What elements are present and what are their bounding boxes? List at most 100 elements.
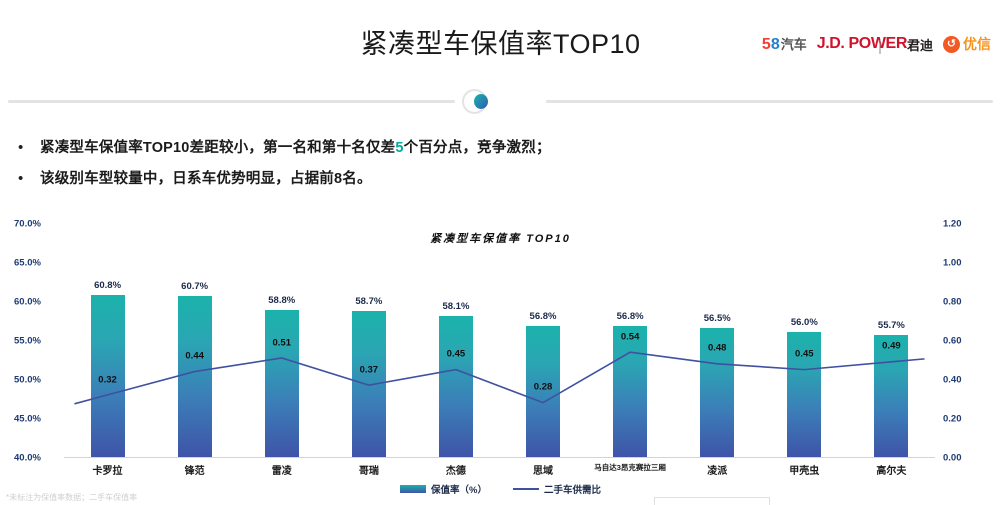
axis-tick-label: 40.0% (14, 452, 41, 464)
chart-title: 紧凑型车保值率 TOP10 (430, 233, 571, 245)
legend-item[interactable]: 保值率（%） (400, 482, 487, 496)
axis-tick-label: 1.20 (943, 218, 962, 230)
bar[interactable] (787, 332, 822, 457)
bar-group: 56.8% 0.54 (587, 224, 674, 457)
bar-value-label: 58.8% (268, 295, 296, 307)
bar[interactable] (526, 325, 561, 457)
bullet-marker: • (18, 170, 24, 187)
legend-bar-swatch (400, 485, 427, 493)
logo-jd-power-en: J.D. POWER (816, 35, 908, 52)
bar-group: 55.7% 0.49 (848, 224, 935, 457)
bullet-list: • 紧凑型车保值率TOP10差距较小，第一名和第十名仅差5个百分点，竞争激烈； … (18, 138, 718, 200)
youxin-swoosh-icon: ↺ (943, 35, 960, 53)
bar[interactable] (177, 295, 212, 457)
bullet-text-pre: 该级别车型较量中，日系车优势明显，占据前8名。 (40, 171, 372, 187)
bar-value-label: 56.5% (703, 313, 731, 325)
bullet-text: 该级别车型较量中，日系车优势明显，占据前8名。 (40, 169, 372, 189)
legend-line-swatch (512, 488, 539, 490)
bullet-text-pre: 紧凑型车保值率TOP10差距较小，第一名和第十名仅差 (40, 140, 396, 156)
axis-tick-label: 45.0% (14, 413, 41, 425)
x-axis-label: 雷凌 (271, 466, 292, 477)
bar-group: 58.1% 0.45 (412, 224, 499, 457)
section-divider (0, 88, 1001, 114)
bar-group: 58.8% 0.51 (238, 224, 325, 457)
bar-value-label: 58.7% (355, 296, 383, 308)
axis-tick-label: 60.0% (14, 296, 41, 308)
x-axis-label: 高尔夫 (876, 466, 907, 477)
line-value-label: 0.37 (359, 364, 379, 376)
line-value-label: 0.45 (795, 348, 814, 360)
bar-group: 58.7% 0.37 (325, 224, 412, 457)
bar-group: 60.8% 0.32 (64, 224, 151, 457)
bar-value-label: 55.7% (877, 319, 905, 331)
bar[interactable] (264, 310, 299, 457)
line-value-label: 0.32 (98, 374, 117, 386)
list-item: • 该级别车型较量中，日系车优势明显，占据前8名。 (18, 169, 718, 189)
axis-tick-label: 70.0% (14, 218, 41, 230)
x-axis-label: 卡罗拉 (92, 466, 123, 477)
x-axis-label: 杰德 (445, 466, 466, 477)
axis-tick-label: 50.0% (14, 374, 41, 386)
bar[interactable] (351, 311, 386, 457)
bar-value-label: 60.7% (181, 280, 209, 292)
logo-jd-power: J.D. POWER 君迪 (817, 35, 933, 54)
bar-value-label: 56.8% (529, 310, 557, 322)
axis-tick-label: 0.60 (943, 335, 962, 347)
legend-label: 二手车供需比 (543, 485, 601, 496)
axis-tick-label: 0.40 (943, 374, 962, 386)
source-box (654, 497, 770, 505)
bullet-marker: • (18, 139, 24, 156)
page-title: 紧凑型车保值率TOP10 (360, 29, 641, 59)
logo-bar: 5 8 汽车 J.D. POWER 君迪 ↺ 优信 (762, 34, 991, 54)
chart-legend: 保值率（%） 二手车供需比 (0, 482, 1001, 496)
bar-value-label: 60.8% (94, 279, 122, 291)
line-series (64, 224, 935, 457)
bar[interactable] (438, 315, 473, 457)
bullet-text: 紧凑型车保值率TOP10差距较小，第一名和第十名仅差5个百分点，竞争激烈； (40, 138, 551, 158)
bar-group: 56.8% 0.28 (499, 224, 586, 457)
bar[interactable] (613, 325, 648, 457)
line-value-label: 0.28 (533, 381, 553, 393)
axis-tick-label: 0.80 (943, 296, 962, 308)
bar[interactable] (874, 334, 909, 457)
axis-tick-label: 65.0% (14, 257, 41, 269)
x-axis-label: 凌派 (707, 466, 728, 477)
legend-label: 保值率（%） (431, 485, 487, 496)
logo-jd-power-cn: 君迪 (906, 37, 933, 53)
logo-58-digit-5: 5 (761, 36, 771, 53)
axis-tick-label: 55.0% (14, 335, 41, 347)
axis-tick-label: 1.00 (943, 257, 962, 269)
bar[interactable] (700, 328, 735, 457)
line-value-label: 0.49 (882, 340, 901, 352)
bar-series: 60.8% 0.32 60.7% 0.44 58.8% 0.51 58.7% 0.37 58.1… (64, 224, 935, 457)
list-item: • 紧凑型车保值率TOP10差距较小，第一名和第十名仅差5个百分点，竞争激烈； (18, 138, 718, 158)
x-axis-label: 哥瑞 (358, 466, 379, 477)
line-value-label: 0.48 (707, 342, 727, 354)
y-axis-right: 1.20 1.00 0.80 0.60 0.40 0.20 0.00 (943, 219, 991, 464)
line-path (74, 352, 924, 404)
divider-line-right (546, 100, 993, 103)
x-axis-label: 思域 (533, 466, 554, 477)
axis-tick-label: 0.20 (943, 413, 962, 425)
x-axis: 卡罗拉 锋范 雷凌 哥瑞 杰德 思域 马自达3昂克赛拉三厢 凌派 甲壳虫 高尔夫 (64, 462, 935, 477)
divider-line-left (8, 100, 455, 103)
divider-dot-icon (474, 94, 488, 109)
bar[interactable] (90, 294, 125, 457)
logo-youxin: ↺ 优信 (943, 34, 991, 54)
logo-58-auto: 5 8 汽车 (762, 34, 807, 54)
line-value-label: 0.54 (620, 331, 640, 343)
logo-divider (879, 40, 881, 54)
x-axis-label: 甲壳虫 (789, 466, 820, 477)
bar-group: 56.0% 0.45 (761, 224, 848, 457)
bullet-text-highlight: 5 (395, 140, 404, 156)
bar-group: 60.7% 0.44 (151, 224, 238, 457)
x-axis-label: 锋范 (184, 466, 205, 477)
legend-item[interactable]: 二手车供需比 (512, 482, 601, 496)
bar-value-label: 58.1% (442, 300, 470, 312)
chart: 紧凑型车保值率 TOP10 70.0% 65.0% 60.0% 55.0% 50.0% 4… (0, 218, 1001, 505)
logo-58-digit-8: 8 (770, 36, 780, 53)
x-axis-label: 马自达3昂克赛拉三厢 (594, 463, 666, 472)
logo-youxin-cn: 优信 (963, 36, 991, 52)
line-value-label: 0.45 (446, 348, 466, 360)
